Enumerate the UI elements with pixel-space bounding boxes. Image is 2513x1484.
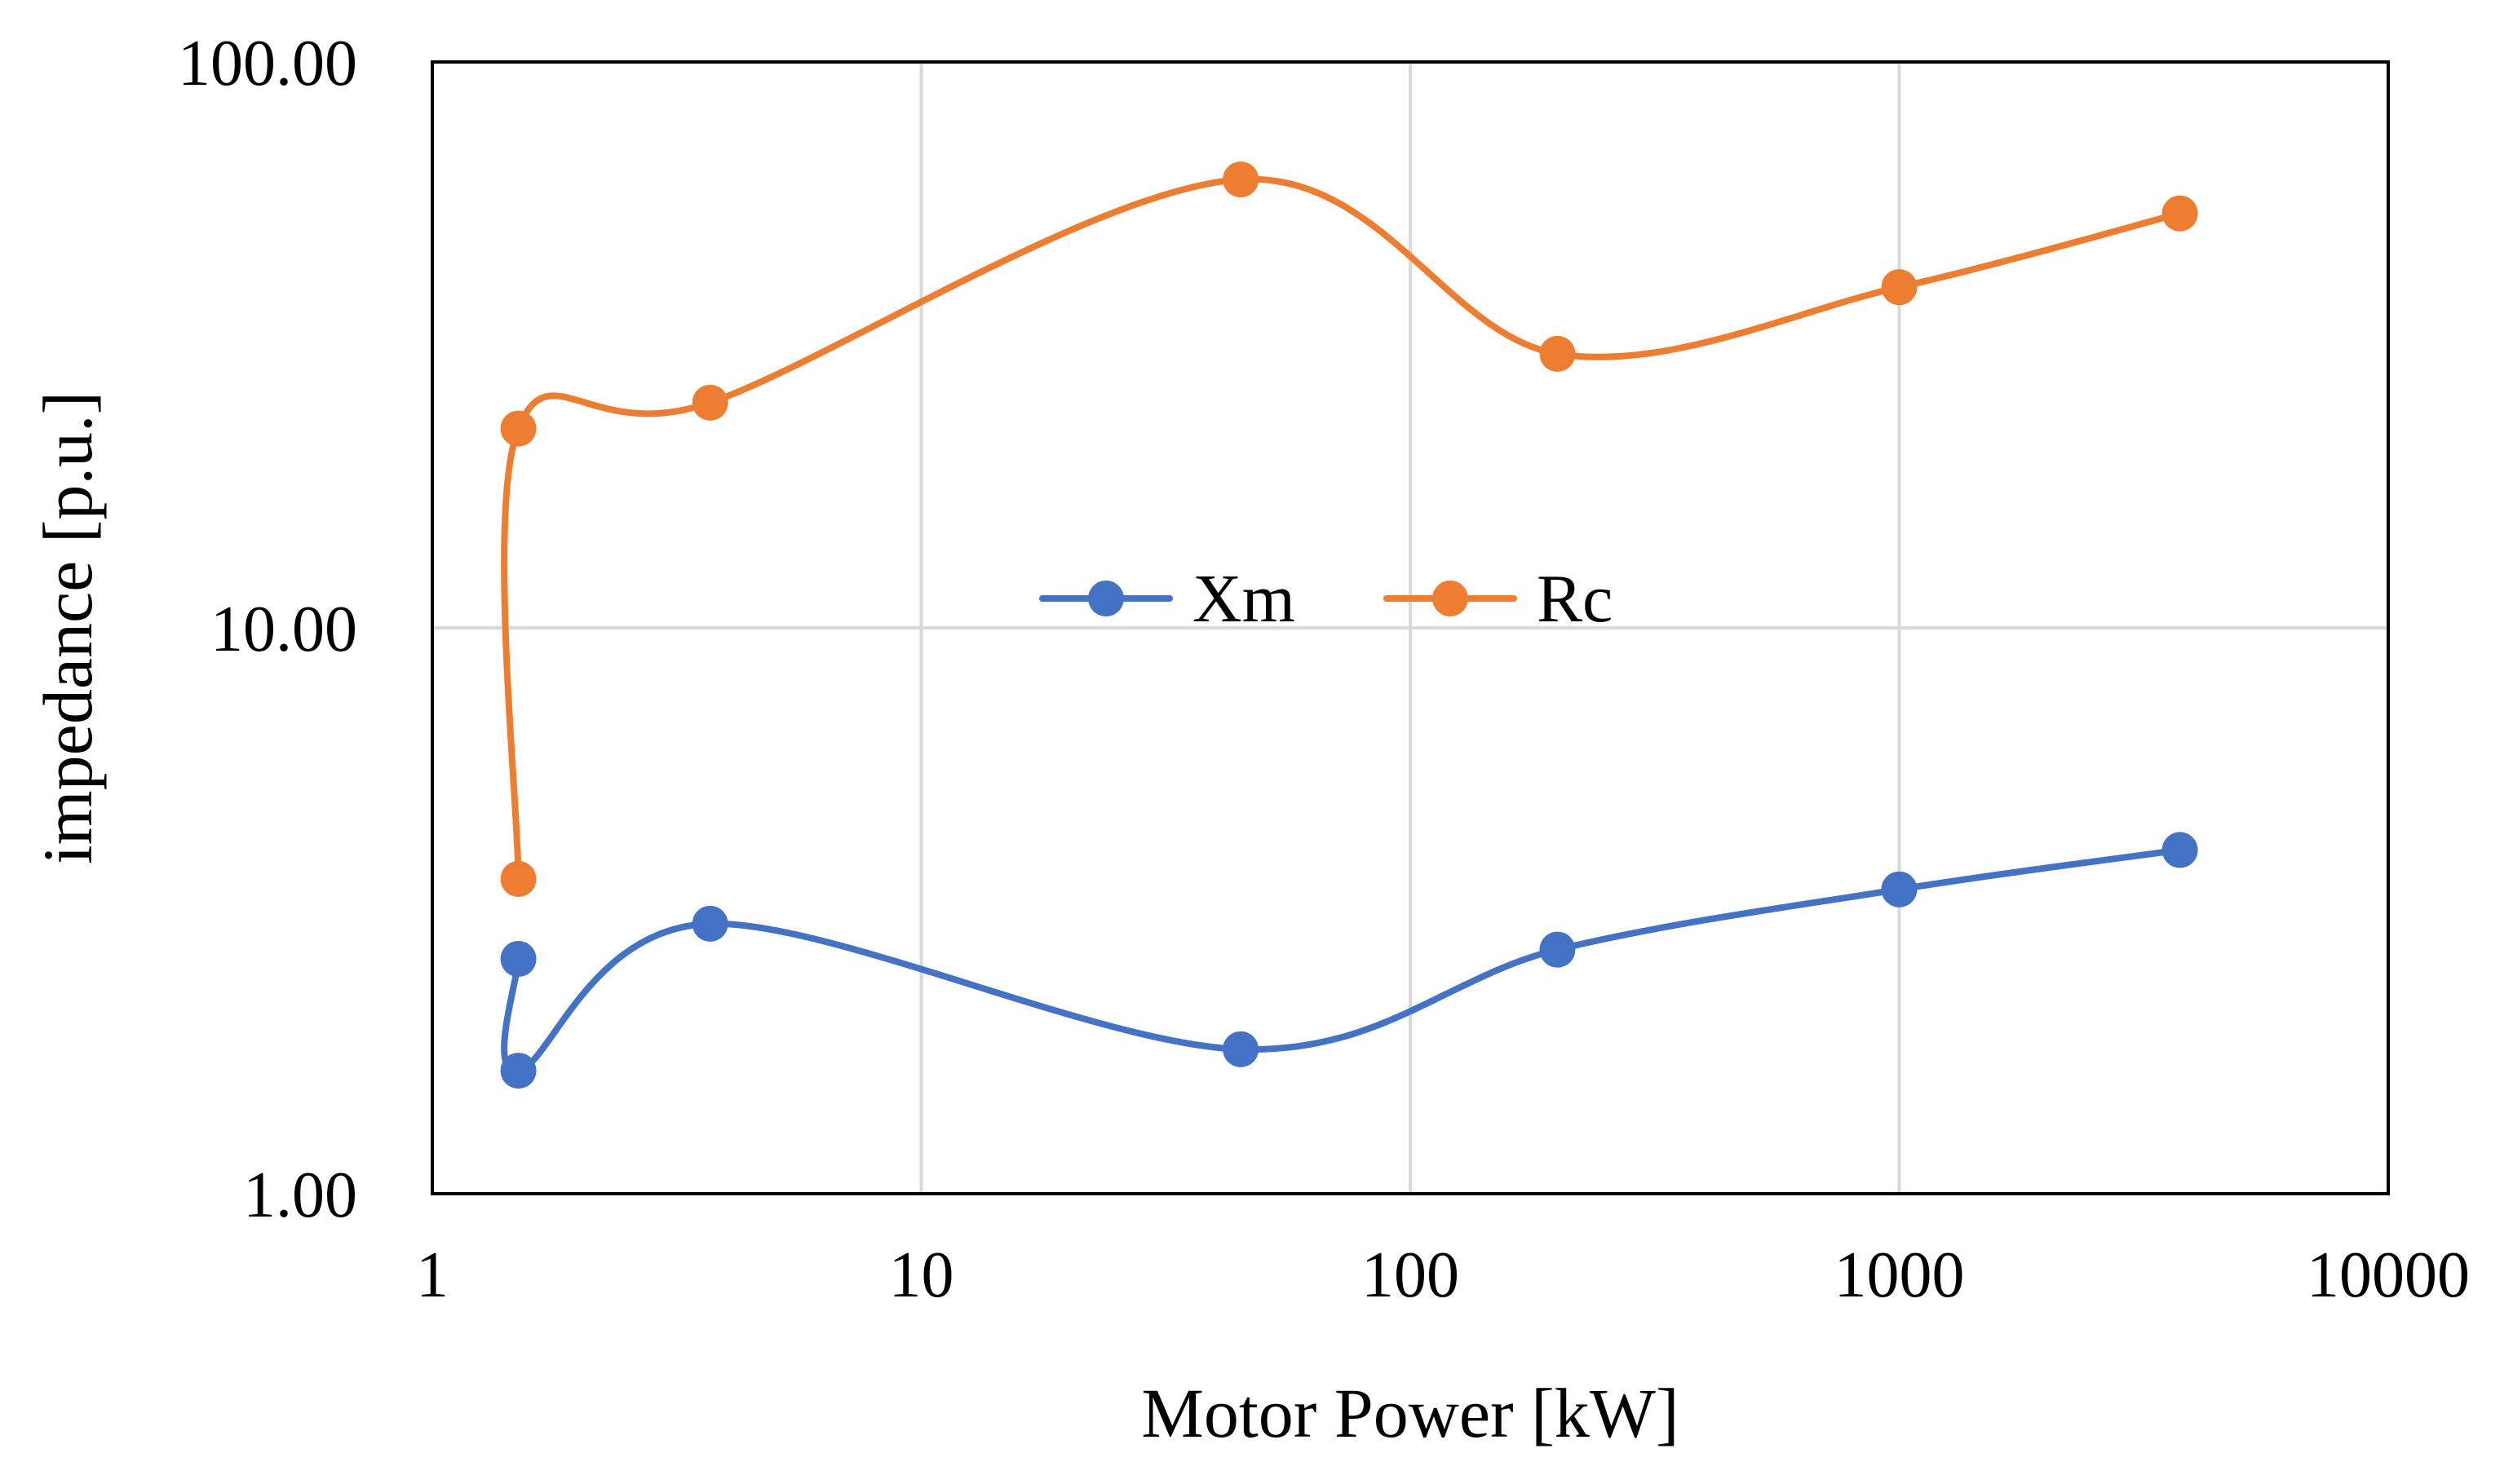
data-point-xm [1881,871,1918,908]
series-group [500,161,2198,1089]
tick-labels: 1 10 100 1000 10000 1.00 10.00 100.00 [178,28,2470,1311]
legend: Xm Rc [1039,561,1613,637]
data-point-rc [1223,161,1259,198]
legend-marker-xm [1088,581,1124,616]
x-tick-label: 10000 [2307,1239,2470,1311]
series-line-rc [501,175,2183,882]
series-line-xm [501,846,2183,1075]
y-tick-label: 100.00 [178,28,357,99]
data-point-rc [1881,269,1918,306]
gridlines [432,62,2388,1194]
data-point-xm [1223,1031,1259,1067]
data-point-rc [1539,335,1576,372]
x-tick-label: 10 [889,1239,954,1311]
data-point-rc [500,860,537,897]
y-axis-title: impedance [p.u.] [29,391,107,864]
data-point-xm [692,905,728,942]
data-point-xm [1539,931,1576,968]
x-tick-label: 1 [416,1239,449,1311]
series-rc [500,161,2198,897]
x-tick-label: 100 [1361,1239,1459,1311]
data-point-rc [692,384,728,421]
legend-label-rc: Rc [1537,561,1613,637]
legend-label-xm: Xm [1192,561,1295,637]
y-tick-label: 1.00 [243,1159,357,1231]
x-tick-label: 1000 [1834,1239,1965,1311]
data-point-xm [500,941,537,978]
data-point-xm [2161,832,2198,868]
data-point-rc [500,410,537,447]
x-axis-title: Motor Power [kW] [1141,1374,1679,1452]
y-tick-label: 10.00 [210,594,357,665]
data-point-xm [500,1053,537,1089]
legend-marker-rc [1432,581,1468,616]
series-xm [500,832,2198,1089]
data-point-rc [2161,195,2198,232]
plot-frame [431,60,2390,1195]
